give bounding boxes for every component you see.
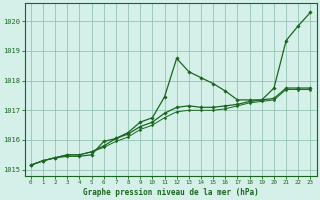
X-axis label: Graphe pression niveau de la mer (hPa): Graphe pression niveau de la mer (hPa) xyxy=(83,188,259,197)
